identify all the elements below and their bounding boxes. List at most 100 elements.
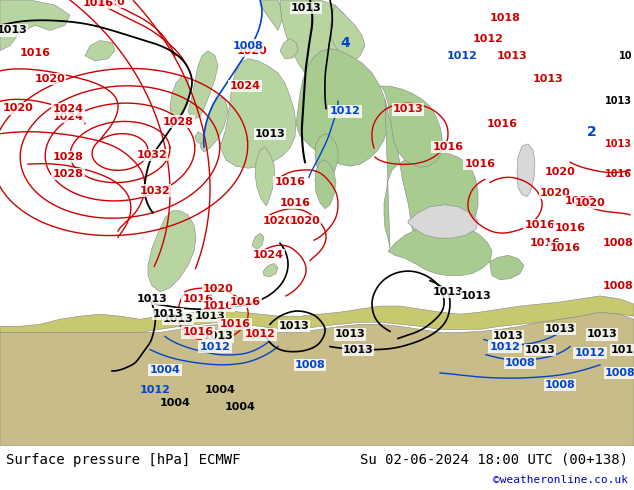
Text: 1016: 1016 bbox=[486, 119, 517, 129]
Text: 1012: 1012 bbox=[489, 342, 521, 352]
Text: 1013: 1013 bbox=[605, 139, 632, 149]
Text: 1013: 1013 bbox=[255, 129, 285, 139]
Text: 1020: 1020 bbox=[3, 103, 34, 113]
Text: 1020: 1020 bbox=[545, 167, 576, 177]
Polygon shape bbox=[0, 312, 634, 446]
Polygon shape bbox=[195, 132, 205, 144]
Text: 1012: 1012 bbox=[472, 33, 503, 44]
Polygon shape bbox=[315, 134, 338, 180]
Polygon shape bbox=[263, 264, 278, 277]
Text: 1016: 1016 bbox=[275, 177, 306, 187]
Polygon shape bbox=[380, 86, 442, 167]
Text: 1013: 1013 bbox=[342, 344, 373, 355]
Text: 1020: 1020 bbox=[35, 74, 65, 84]
Text: 10: 10 bbox=[619, 51, 632, 61]
Polygon shape bbox=[0, 0, 70, 50]
Text: 1008: 1008 bbox=[603, 238, 633, 248]
Text: 1016: 1016 bbox=[524, 220, 555, 230]
Text: 1016: 1016 bbox=[183, 294, 214, 304]
Text: 1016: 1016 bbox=[82, 0, 113, 8]
Text: 1008: 1008 bbox=[295, 360, 325, 370]
Polygon shape bbox=[517, 144, 535, 196]
Text: 1020: 1020 bbox=[540, 188, 571, 197]
Text: ©weatheronline.co.uk: ©weatheronline.co.uk bbox=[493, 475, 628, 485]
Text: 1016: 1016 bbox=[432, 142, 463, 152]
Polygon shape bbox=[384, 99, 478, 248]
Polygon shape bbox=[330, 5, 365, 63]
Polygon shape bbox=[280, 0, 350, 79]
Polygon shape bbox=[188, 50, 218, 120]
Text: 1013: 1013 bbox=[392, 104, 424, 115]
Text: 1028: 1028 bbox=[53, 152, 84, 162]
Text: 1018: 1018 bbox=[489, 13, 521, 23]
Text: 1012: 1012 bbox=[330, 106, 361, 117]
Text: 2: 2 bbox=[587, 125, 597, 139]
Text: 1016: 1016 bbox=[20, 48, 51, 58]
Text: 1013: 1013 bbox=[203, 331, 233, 342]
Text: 1013: 1013 bbox=[195, 311, 225, 321]
Text: 1020: 1020 bbox=[262, 216, 294, 226]
Text: Su 02-06-2024 18:00 UTC (00+138): Su 02-06-2024 18:00 UTC (00+138) bbox=[360, 453, 628, 467]
Text: 1013: 1013 bbox=[0, 25, 27, 35]
Text: 1032: 1032 bbox=[136, 150, 167, 160]
Polygon shape bbox=[200, 96, 228, 152]
Text: 1020: 1020 bbox=[290, 216, 320, 226]
Polygon shape bbox=[280, 39, 298, 59]
Polygon shape bbox=[296, 49, 388, 166]
Text: 1013: 1013 bbox=[493, 331, 524, 342]
Text: 1013: 1013 bbox=[605, 97, 632, 106]
Polygon shape bbox=[220, 59, 296, 168]
Text: 1012: 1012 bbox=[446, 51, 477, 61]
Text: 1016: 1016 bbox=[550, 244, 581, 253]
Text: 1013: 1013 bbox=[586, 329, 618, 340]
Text: Surface pressure [hPa] ECMWF: Surface pressure [hPa] ECMWF bbox=[6, 453, 240, 467]
Text: 1012: 1012 bbox=[245, 329, 275, 340]
Polygon shape bbox=[388, 223, 492, 276]
Text: 1004: 1004 bbox=[150, 365, 181, 375]
Text: 1016: 1016 bbox=[230, 297, 261, 307]
Text: 1013: 1013 bbox=[278, 321, 309, 331]
Text: 1013: 1013 bbox=[533, 74, 564, 84]
Text: 1013: 1013 bbox=[163, 314, 193, 324]
Text: 1013: 1013 bbox=[461, 291, 491, 301]
Text: 1016: 1016 bbox=[183, 327, 214, 338]
Text: 1016: 1016 bbox=[465, 159, 496, 169]
Text: 1016: 1016 bbox=[202, 301, 233, 311]
Text: 1016: 1016 bbox=[280, 197, 311, 208]
Polygon shape bbox=[0, 296, 634, 332]
Polygon shape bbox=[252, 233, 264, 249]
Text: 1013: 1013 bbox=[335, 329, 365, 340]
Text: 1024: 1024 bbox=[230, 81, 261, 91]
Text: 1013: 1013 bbox=[432, 287, 463, 297]
Polygon shape bbox=[490, 255, 524, 280]
Text: 1013: 1013 bbox=[153, 309, 183, 319]
Polygon shape bbox=[315, 160, 336, 209]
Polygon shape bbox=[148, 211, 196, 292]
Polygon shape bbox=[85, 41, 115, 61]
Text: 1024: 1024 bbox=[252, 250, 283, 260]
Text: 1013: 1013 bbox=[496, 51, 527, 61]
Polygon shape bbox=[255, 147, 275, 206]
Text: 1013: 1013 bbox=[290, 3, 321, 13]
Text: 1012: 1012 bbox=[574, 348, 605, 358]
Text: 1028: 1028 bbox=[53, 170, 84, 179]
Text: 1004: 1004 bbox=[160, 398, 190, 408]
Text: 1028: 1028 bbox=[162, 117, 193, 126]
Polygon shape bbox=[170, 76, 190, 118]
Text: 1016: 1016 bbox=[605, 170, 632, 179]
Text: 1020: 1020 bbox=[94, 0, 126, 7]
Text: 1008: 1008 bbox=[605, 368, 634, 378]
Text: 1016: 1016 bbox=[219, 319, 250, 329]
Text: 1008: 1008 bbox=[505, 358, 535, 368]
Text: 4: 4 bbox=[340, 36, 350, 49]
Text: 1004: 1004 bbox=[224, 402, 256, 413]
Text: 1008: 1008 bbox=[233, 41, 263, 50]
Text: 1024: 1024 bbox=[53, 112, 84, 122]
Text: 1020: 1020 bbox=[236, 46, 268, 56]
Polygon shape bbox=[408, 205, 478, 238]
Text: 1020: 1020 bbox=[574, 197, 605, 208]
Text: 1013: 1013 bbox=[611, 344, 634, 355]
Text: 1013: 1013 bbox=[136, 294, 167, 304]
Text: 1004: 1004 bbox=[205, 385, 235, 395]
Text: 1012: 1012 bbox=[139, 385, 171, 395]
